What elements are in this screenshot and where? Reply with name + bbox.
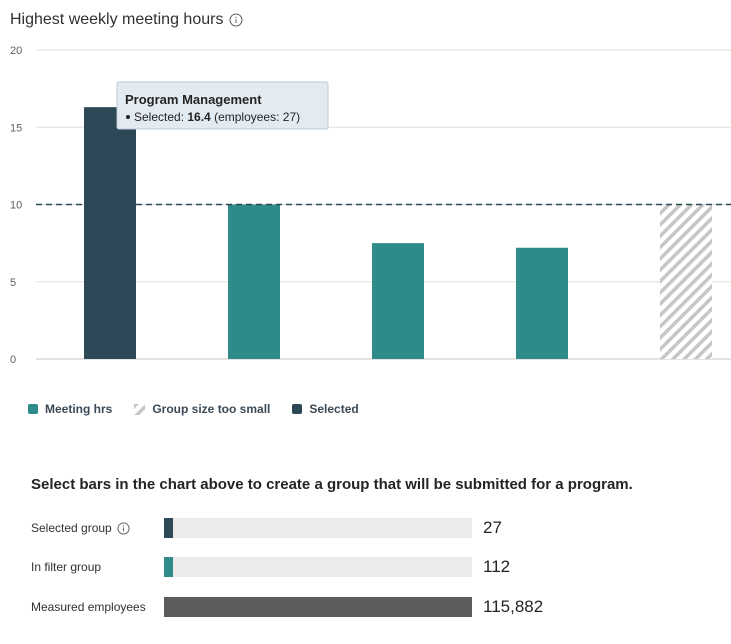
- chart-title: Highest weekly meeting hours: [10, 11, 224, 28]
- summary-fill-filter: [164, 557, 173, 577]
- legend-item-selected[interactable]: Selected: [292, 402, 359, 416]
- summary-track-measured: [164, 597, 472, 617]
- legend-item-meeting[interactable]: Meeting hrs: [28, 402, 112, 416]
- summary-value-measured: 115,882: [483, 597, 544, 616]
- summary-track-filter: [164, 557, 472, 577]
- summary-label-filter: In filter group: [31, 560, 102, 574]
- bar-selected[interactable]: [84, 107, 136, 359]
- y-tick-label: 5: [10, 277, 16, 289]
- legend-swatch-too-small: [134, 403, 146, 415]
- summary-row-measured: Measured employees 115,882: [31, 596, 591, 618]
- summary-row-selected: Selected group 27: [31, 517, 591, 539]
- bar-meeting[interactable]: [228, 204, 280, 360]
- tooltip: Program Management Selected: 16.4 (emplo…: [116, 81, 329, 130]
- legend-swatch-meeting: [28, 404, 38, 414]
- y-tick-label: 0: [10, 354, 16, 366]
- tooltip-suffix: (employees: 27): [211, 110, 300, 124]
- info-icon[interactable]: [229, 13, 243, 27]
- legend-label-too-small: Group size too small: [152, 402, 271, 416]
- summary-value-selected: 27: [483, 518, 502, 537]
- summary-row-filter: In filter group 112: [31, 556, 591, 578]
- tooltip-value: 16.4: [187, 110, 211, 124]
- tooltip-body: Selected: 16.4 (employees: 27): [134, 110, 300, 124]
- summary-fill-selected: [164, 518, 173, 538]
- bar-meeting[interactable]: [372, 243, 424, 359]
- summary-label-measured: Measured employees: [31, 600, 146, 614]
- instruction-text: Select bars in the chart above to create…: [31, 476, 633, 493]
- bar-meeting[interactable]: [516, 247, 568, 359]
- info-icon[interactable]: [117, 521, 130, 535]
- y-tick-label: 20: [10, 45, 22, 57]
- legend-item-too-small[interactable]: Group size too small: [134, 402, 270, 416]
- chart-legend: Meeting hrs Group size too small Selecte…: [28, 402, 359, 416]
- summary-track-selected: [164, 518, 472, 538]
- tooltip-prefix: Selected:: [134, 110, 187, 124]
- y-tick-label: 15: [10, 122, 22, 134]
- y-tick-label: 10: [10, 200, 22, 212]
- legend-label-meeting: Meeting hrs: [45, 402, 113, 416]
- summary-fill-measured: [164, 597, 472, 617]
- summary-label-selected: Selected group: [31, 521, 164, 535]
- tooltip-title: Program Management: [125, 92, 262, 107]
- chart-header: Highest weekly meeting hours: [10, 11, 243, 29]
- bar-too_small[interactable]: [660, 204, 712, 360]
- bar-chart: 0 5 10 15 20 Program Management Selected: 16…: [10, 45, 731, 366]
- summary-label-selected-text: Selected group: [31, 521, 112, 535]
- legend-swatch-selected: [292, 404, 303, 414]
- legend-label-selected: Selected: [309, 402, 359, 416]
- summary-value-filter: 112: [483, 557, 511, 576]
